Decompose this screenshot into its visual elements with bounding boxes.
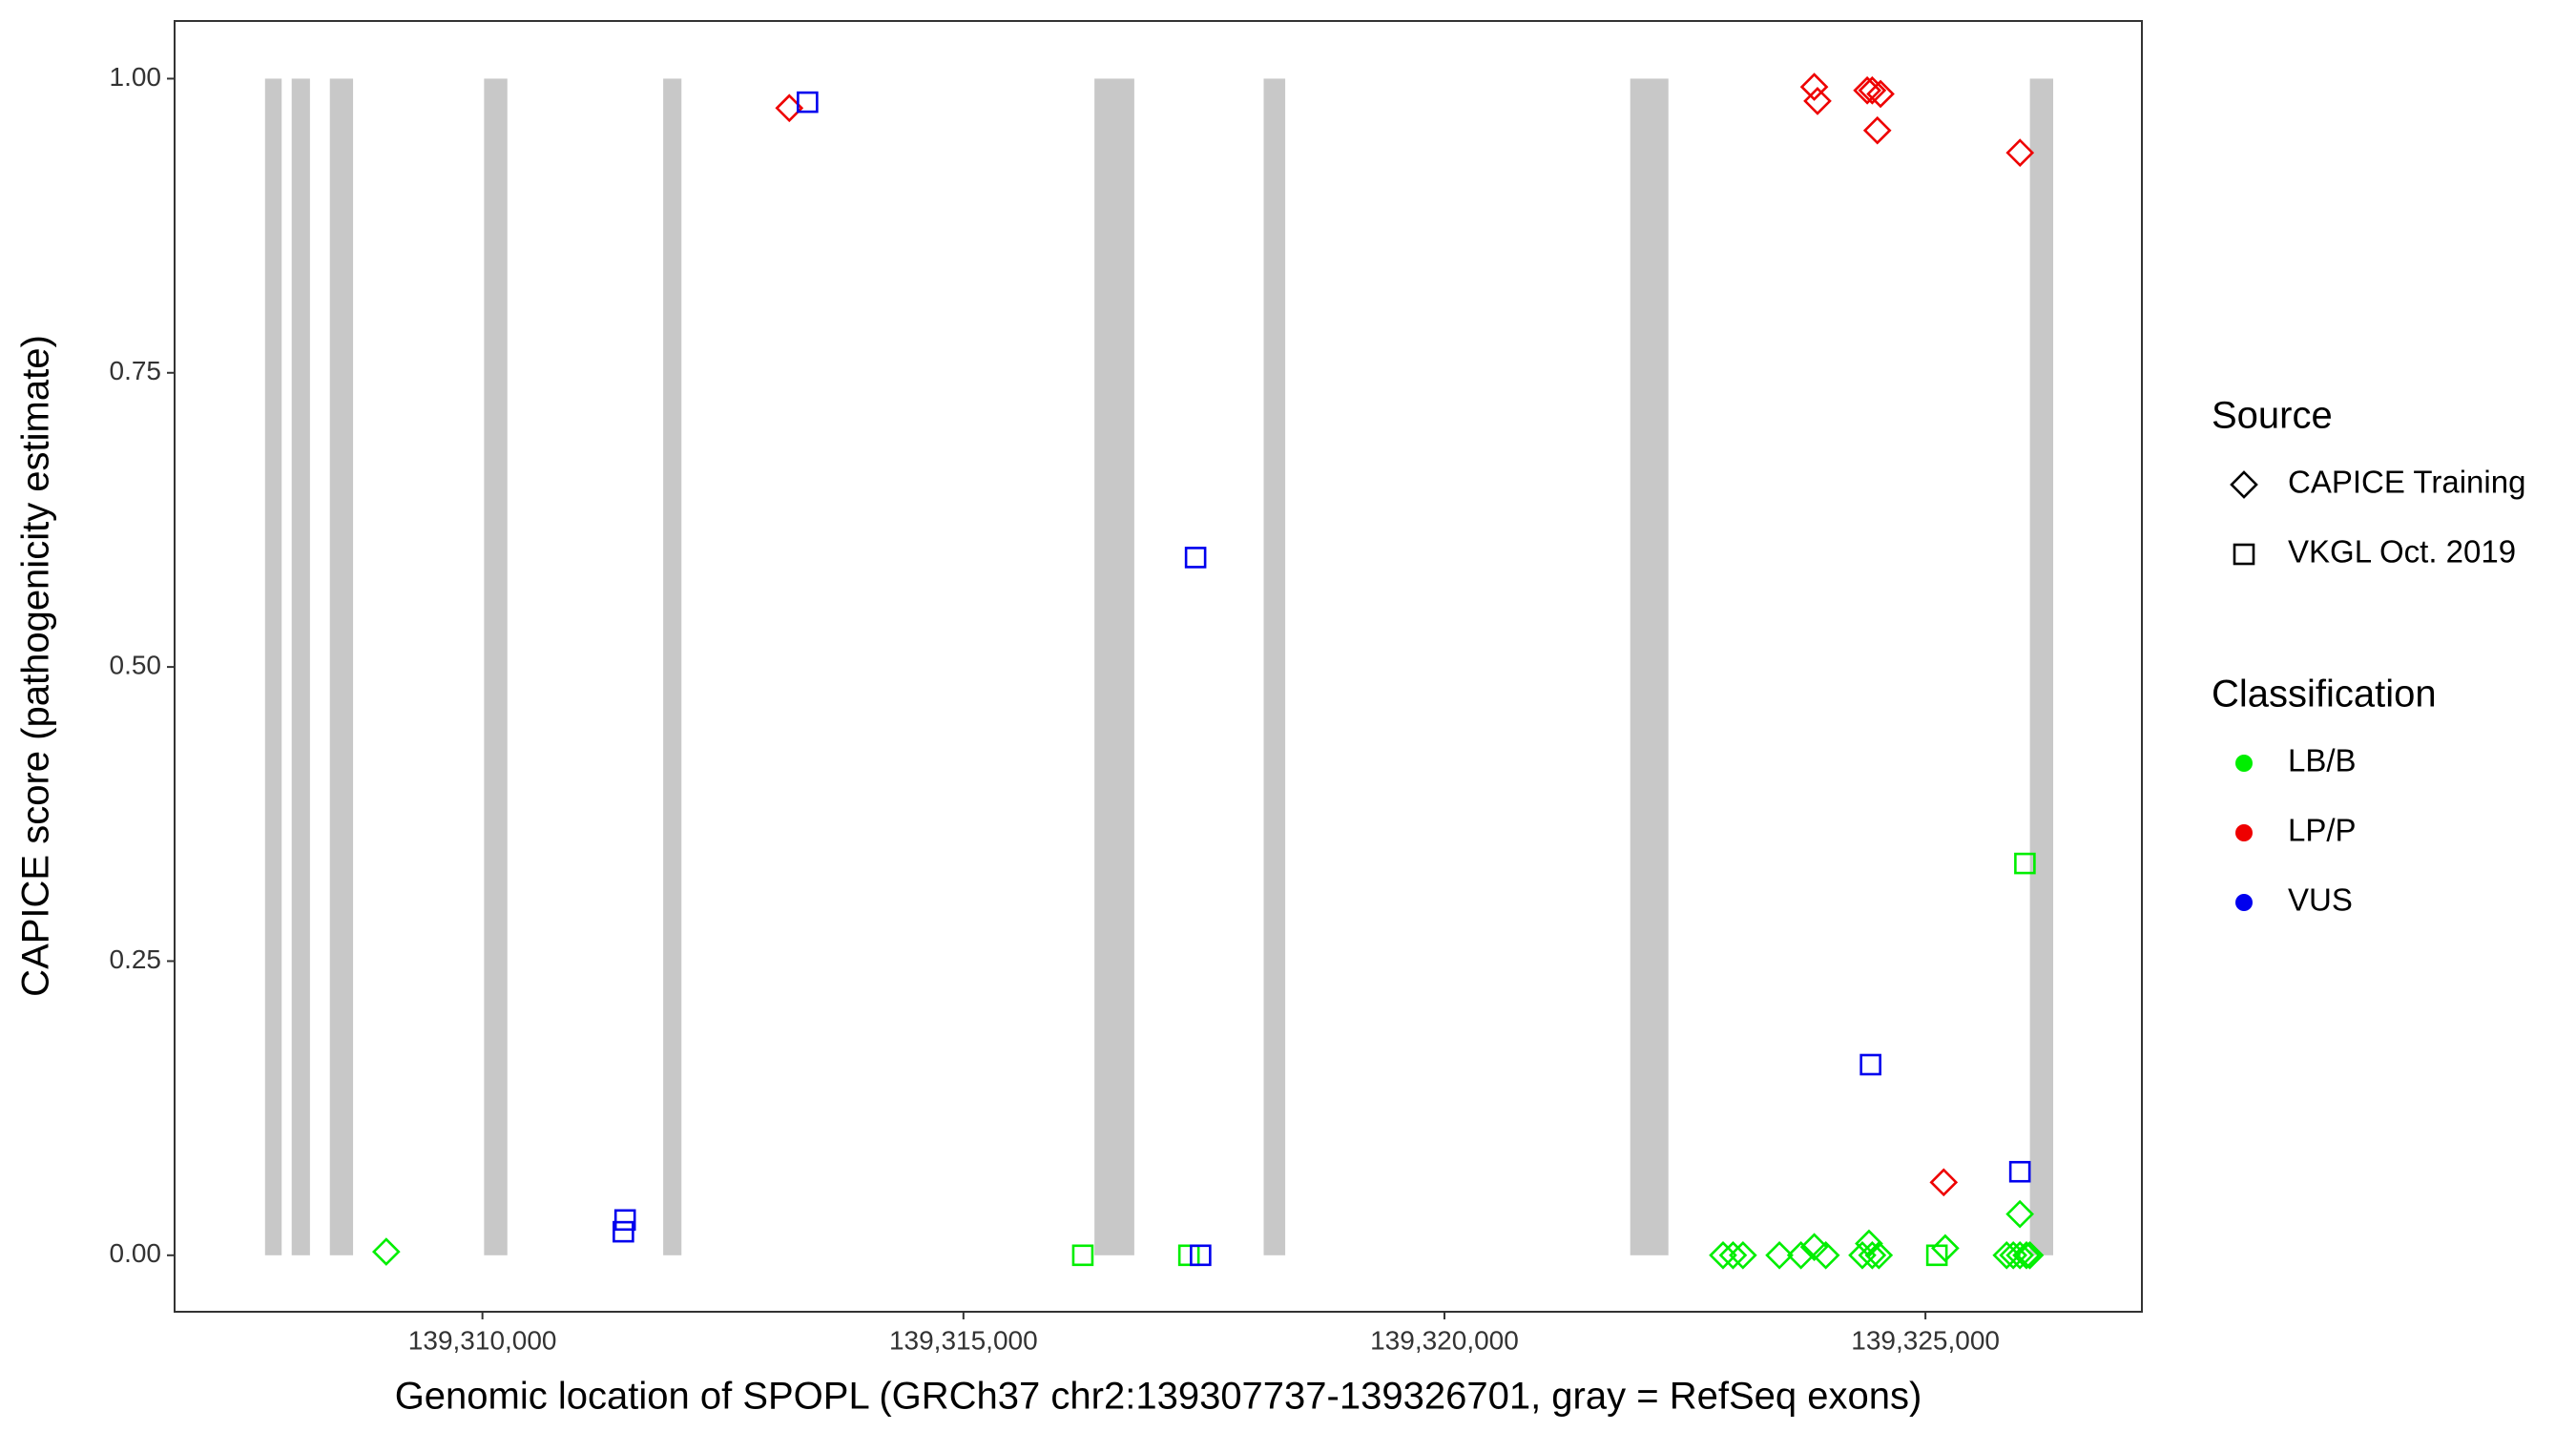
y-tick-label: 0.75 — [110, 356, 162, 385]
point — [2015, 1240, 2045, 1270]
point — [2014, 852, 2036, 875]
x-tick-label: 139,310,000 — [408, 1325, 557, 1355]
y-axis-title: CAPICE score (pathogenicity estimate) — [15, 335, 57, 997]
exon — [291, 78, 310, 1255]
point — [1071, 1244, 1094, 1267]
point — [1864, 1240, 1894, 1270]
point — [1786, 1240, 1816, 1270]
y-tick-label: 0.00 — [110, 1238, 162, 1268]
x-tick-label: 139,320,000 — [1370, 1325, 1519, 1355]
point — [1929, 1168, 1959, 1197]
point — [1866, 79, 1895, 109]
point — [1811, 1240, 1840, 1270]
point — [1190, 1244, 1212, 1267]
point — [2005, 1199, 2034, 1229]
y-tick-label: 1.00 — [110, 62, 162, 92]
legend-label: LP/P — [2288, 813, 2357, 848]
point — [2005, 1240, 2034, 1270]
point — [1925, 1244, 1948, 1267]
exon — [2029, 78, 2054, 1255]
point — [1177, 1244, 1200, 1267]
point — [1765, 1240, 1794, 1270]
point — [1862, 115, 1892, 145]
point — [1184, 547, 1207, 569]
point — [1859, 1053, 1881, 1076]
point — [2005, 138, 2035, 167]
legend-symbol — [2230, 470, 2258, 499]
point — [1992, 1240, 2022, 1270]
x-axis-title: Genomic location of SPOPL (GRCh37 chr2:1… — [395, 1376, 1922, 1418]
exon — [484, 78, 508, 1255]
point — [1858, 75, 1887, 105]
legend-label: VUS — [2288, 882, 2353, 918]
legend-title: Classification — [2212, 674, 2437, 716]
point — [1855, 1229, 1883, 1258]
legend-title: Source — [2212, 395, 2333, 437]
point — [1799, 73, 1829, 101]
x-tick-label: 139,315,000 — [889, 1325, 1038, 1355]
legend-symbol — [2235, 755, 2253, 772]
y-tick-label: 0.50 — [110, 651, 162, 680]
exon — [1094, 78, 1134, 1255]
legend-symbol — [2235, 894, 2253, 911]
point — [1729, 1240, 1757, 1270]
legend-label: CAPICE Training — [2288, 465, 2525, 500]
point — [1709, 1240, 1737, 1270]
exon — [264, 78, 282, 1255]
legend-symbol — [2235, 824, 2253, 841]
point — [1718, 1240, 1748, 1270]
y-tick-label: 0.25 — [110, 944, 162, 974]
point — [2008, 1160, 2031, 1183]
legend-label: VKGL Oct. 2019 — [2288, 534, 2516, 570]
point — [2012, 1240, 2041, 1270]
point — [371, 1237, 401, 1266]
x-tick-label: 139,325,000 — [1851, 1325, 2000, 1355]
exon — [1630, 78, 1669, 1255]
plot-border — [174, 20, 2143, 1313]
point — [613, 1220, 634, 1243]
exon — [663, 78, 682, 1255]
point — [613, 1209, 636, 1232]
legend-label: LB/B — [2288, 743, 2357, 778]
point — [1858, 1240, 1887, 1270]
point — [1799, 1233, 1829, 1262]
legend-symbol — [2233, 543, 2255, 566]
point — [1803, 87, 1832, 115]
point — [797, 91, 819, 114]
exon — [329, 78, 354, 1255]
exon — [1263, 78, 1286, 1255]
